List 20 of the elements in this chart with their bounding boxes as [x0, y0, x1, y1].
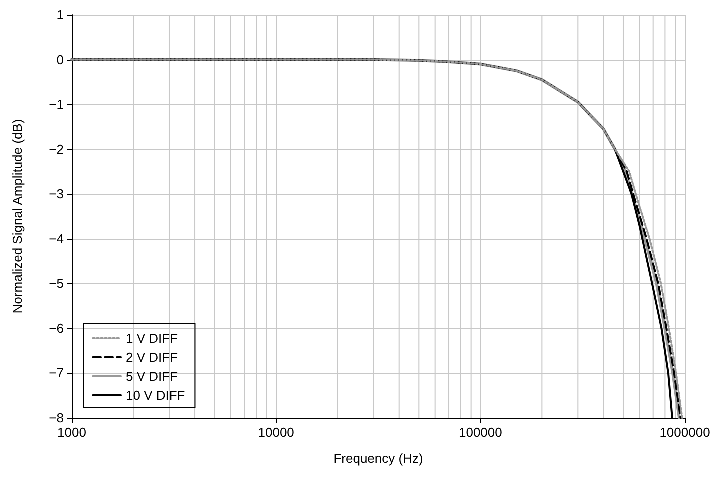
y-axis-title: Normalized Signal Amplitude (dB) — [10, 119, 25, 314]
y-tick-label: −5 — [49, 276, 64, 292]
y-tick-label: −8 — [49, 410, 64, 426]
x-tick-label: 10000 — [258, 425, 294, 440]
y-tick-label: −1 — [49, 97, 64, 112]
legend-label: 1 V DIFF — [126, 331, 178, 346]
y-tick-label: −2 — [49, 142, 64, 157]
x-tick-label: 100000 — [458, 425, 502, 440]
x-tick-label: 1000000 — [660, 425, 710, 440]
x-tick-label: 1000 — [58, 425, 86, 440]
y-tick-label: −7 — [49, 366, 64, 381]
y-tick-label: 0 — [56, 52, 64, 68]
y-tick-label: −4 — [49, 231, 64, 246]
x-axis-title: Frequency (Hz) — [334, 451, 424, 466]
legend-label: 2 V DIFF — [126, 350, 178, 365]
legend-label: 10 V DIFF — [126, 388, 186, 403]
y-tick-label: −6 — [49, 320, 64, 336]
legend-label: 5 V DIFF — [126, 369, 178, 384]
y-tick-label: −3 — [49, 186, 64, 202]
y-tick-label: 1 — [56, 8, 64, 22]
